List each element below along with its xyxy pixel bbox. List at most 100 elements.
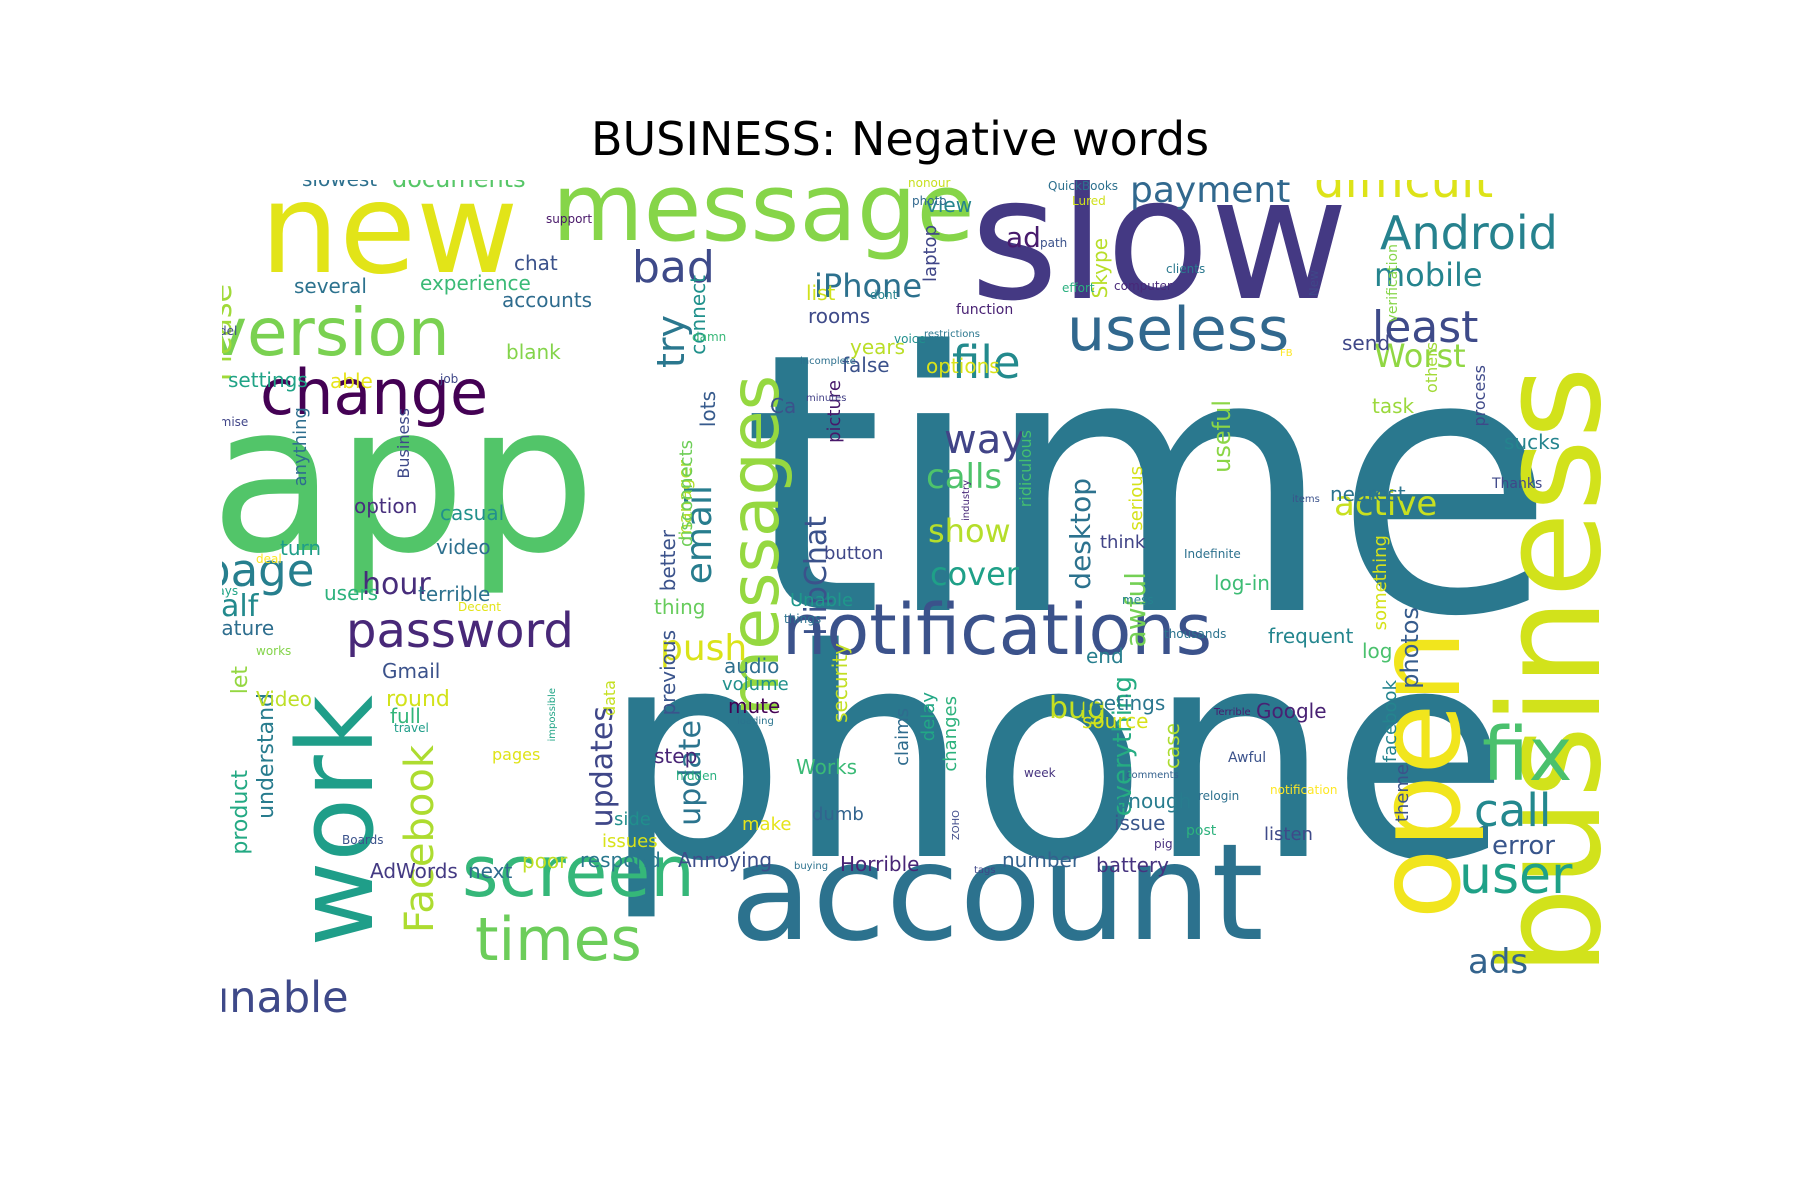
word-times: times xyxy=(475,905,642,975)
word-minutes: minutes xyxy=(806,393,847,404)
word-bug: bug xyxy=(1049,691,1107,726)
word-voice: voice xyxy=(894,332,926,346)
word-facebook: Facebook xyxy=(397,745,443,933)
word-unable: unable xyxy=(222,973,349,1023)
word-app: app xyxy=(222,361,596,599)
word-facebook: facebook xyxy=(1380,680,1401,763)
word-mobile: mobile xyxy=(1374,256,1483,294)
word-model: model xyxy=(222,324,238,338)
word-week: week xyxy=(1024,766,1056,780)
word-years: years xyxy=(850,335,906,359)
word-travel: travel xyxy=(394,721,429,735)
word-respond: respond xyxy=(580,848,661,872)
word-lots: lots xyxy=(696,391,720,428)
word-mute: mute xyxy=(728,694,781,718)
word-account: account xyxy=(730,815,1264,971)
word-side: side xyxy=(614,809,651,830)
word-sucks: sucks xyxy=(1504,430,1561,454)
word-new: New xyxy=(1307,270,1321,297)
word-impossible: impossible xyxy=(547,688,558,742)
word-awful: awful xyxy=(1119,572,1152,648)
word-product: product xyxy=(228,770,253,855)
word-slow: slow xyxy=(970,180,1349,339)
word-number: number xyxy=(1002,848,1081,872)
word-round: round xyxy=(386,687,450,712)
word-next: next xyxy=(468,859,513,883)
word-documents: documents xyxy=(392,180,526,191)
word-terrible: terrible xyxy=(418,582,491,606)
word-least: least xyxy=(1372,302,1479,353)
word-deal: deal xyxy=(256,552,282,566)
word-false: false xyxy=(842,353,890,377)
word-theme: theme xyxy=(1392,764,1413,823)
word-works: works xyxy=(256,644,292,658)
word-picture: picture xyxy=(824,380,845,443)
word-serious: serious xyxy=(1126,466,1147,531)
word-path: path xyxy=(1040,236,1068,250)
word-photos: photos xyxy=(1396,607,1424,689)
word-task: task xyxy=(1372,394,1415,418)
word-boards: Boards xyxy=(342,833,384,847)
word-tags: tags xyxy=(974,865,996,876)
word-incomplete: incomplete xyxy=(800,356,856,367)
word-version: version xyxy=(222,294,450,371)
word-enough: enough xyxy=(1116,789,1192,813)
word-changes: changes xyxy=(940,696,961,772)
word-new: new xyxy=(260,180,519,302)
word-experience: experience xyxy=(420,271,531,295)
word-audio: audio xyxy=(724,654,780,678)
word-file: file xyxy=(952,336,1021,389)
word-send: send xyxy=(1342,331,1391,355)
word-rooms: rooms xyxy=(808,304,871,328)
word-password: password xyxy=(346,603,574,659)
word-business: Business xyxy=(394,408,413,479)
word-dont: dont xyxy=(870,288,898,302)
word-always: Always xyxy=(222,584,239,598)
word-thing: thing xyxy=(654,595,706,619)
word-casual: casual xyxy=(440,501,505,525)
word-clients: clients xyxy=(1166,262,1206,276)
word-hour: hour xyxy=(362,567,431,602)
word-active: active xyxy=(1334,484,1438,524)
word-settings: settings xyxy=(228,368,308,392)
word-issues: issues xyxy=(602,831,658,852)
word-desktop: desktop xyxy=(1064,478,1097,590)
word-let: let xyxy=(228,666,253,695)
word-useless: useless xyxy=(1067,295,1290,365)
word-ads: ads xyxy=(1468,942,1529,982)
word-useful: useful xyxy=(1208,400,1236,473)
word-annoying: Annoying xyxy=(678,848,773,872)
word-think: think xyxy=(1100,532,1146,553)
word-function: function xyxy=(956,302,1014,318)
word-mess: mess xyxy=(1122,593,1154,607)
word-accounts: accounts xyxy=(502,288,593,312)
word-message: message xyxy=(552,180,975,263)
word-disconnects: disconnects xyxy=(676,440,697,547)
word-bad: bad xyxy=(632,242,715,293)
page-title: BUSINESS: Negative words xyxy=(590,112,1210,166)
word-end: end xyxy=(1086,644,1124,668)
word-chat: chat xyxy=(514,251,558,275)
word-time: time xyxy=(742,276,1556,695)
word-previous: previous xyxy=(656,630,680,716)
word-video: video xyxy=(436,535,491,559)
word-awful: Awful xyxy=(1228,750,1267,766)
word-claims: claims xyxy=(892,708,913,766)
word-push: push xyxy=(660,628,748,669)
word-post: post xyxy=(1186,823,1217,839)
word-ridiculous: ridiculous xyxy=(1016,430,1035,508)
word-users: users xyxy=(324,581,379,605)
word-works: Works xyxy=(796,755,858,779)
word-blank: blank xyxy=(506,340,561,364)
word-delay: delay xyxy=(918,692,939,742)
word-laptop: laptop xyxy=(920,225,941,282)
word-feature: feature xyxy=(222,616,275,640)
word-ad: ad xyxy=(1006,221,1041,254)
word-cover: cover xyxy=(930,555,1019,593)
word-source: source xyxy=(1082,709,1149,733)
word-frequent: frequent xyxy=(1268,624,1354,648)
word-things: things xyxy=(784,612,822,626)
word-pages: pages xyxy=(492,745,541,764)
word-volume: volume xyxy=(722,674,789,695)
word-step: step xyxy=(654,744,698,768)
